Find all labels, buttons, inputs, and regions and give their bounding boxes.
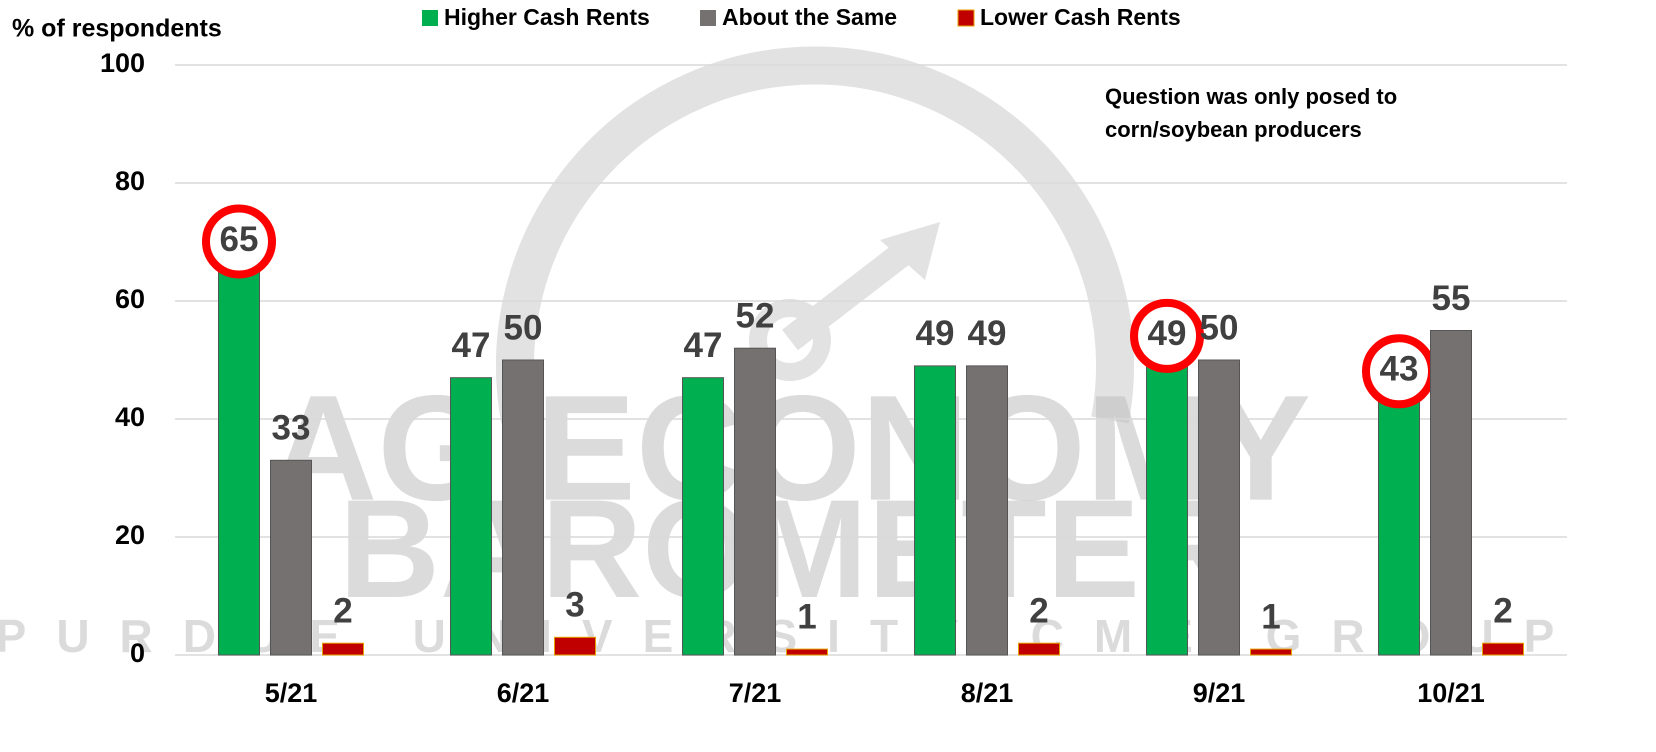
data-label: 49 (968, 314, 1007, 353)
legend-label: Lower Cash Rents (980, 4, 1181, 30)
bar (1018, 642, 1060, 656)
data-label: 47 (684, 326, 723, 365)
bar (218, 271, 260, 656)
bar (966, 365, 1008, 656)
y-tick-label: 0 (130, 638, 145, 668)
legend-swatch (700, 10, 716, 26)
data-label: 2 (1493, 591, 1512, 630)
data-label: 49 (916, 314, 955, 353)
bar (1482, 642, 1524, 656)
x-tick-label: 8/21 (961, 678, 1014, 708)
data-label: 50 (1200, 308, 1239, 347)
highlight-circle (1130, 298, 1204, 373)
annotation: Question was only posed to (1105, 84, 1397, 109)
bar (1250, 648, 1292, 656)
data-label: 2 (333, 591, 352, 630)
data-label: 43 (1380, 350, 1419, 389)
watermark: AG ECONOMY (269, 364, 1311, 532)
data-label: 52 (736, 296, 775, 335)
bar (322, 642, 364, 656)
bar (1146, 365, 1188, 656)
y-tick-label: 80 (115, 166, 145, 196)
y-axis-title: % of respondents (12, 15, 222, 43)
bar (682, 377, 724, 656)
data-label: 1 (797, 597, 816, 636)
data-label: 49 (1148, 314, 1187, 353)
legend-label: Higher Cash Rents (444, 4, 650, 30)
bar (734, 347, 776, 656)
bar (1430, 330, 1472, 656)
y-tick-label: 60 (115, 284, 145, 314)
bar (914, 365, 956, 656)
bar (1198, 359, 1240, 656)
legend-label: About the Same (722, 4, 897, 30)
x-tick-label: 7/21 (729, 678, 782, 708)
data-label: 47 (452, 326, 491, 365)
data-label: 33 (272, 409, 311, 448)
x-tick-label: 9/21 (1193, 678, 1246, 708)
data-label: 3 (565, 586, 584, 625)
annotation: corn/soybean producers (1105, 117, 1362, 142)
data-label: 65 (220, 220, 259, 259)
y-tick-label: 20 (115, 520, 145, 550)
highlight-circle (202, 204, 276, 279)
bar (1378, 400, 1420, 656)
data-label: 1 (1261, 597, 1280, 636)
x-tick-label: 6/21 (497, 678, 550, 708)
legend-swatch (957, 9, 975, 27)
data-label: 55 (1432, 279, 1471, 318)
bar (270, 459, 312, 656)
data-label: 50 (504, 308, 543, 347)
bar (450, 377, 492, 656)
data-label: 2 (1029, 591, 1048, 630)
legend-swatch (422, 10, 438, 26)
y-tick-label: 100 (100, 48, 145, 78)
x-tick-label: 5/21 (265, 678, 318, 708)
bar (554, 636, 596, 656)
x-tick-label: 10/21 (1417, 678, 1485, 708)
bar (786, 648, 828, 656)
bar (502, 359, 544, 656)
y-tick-label: 40 (115, 402, 145, 432)
